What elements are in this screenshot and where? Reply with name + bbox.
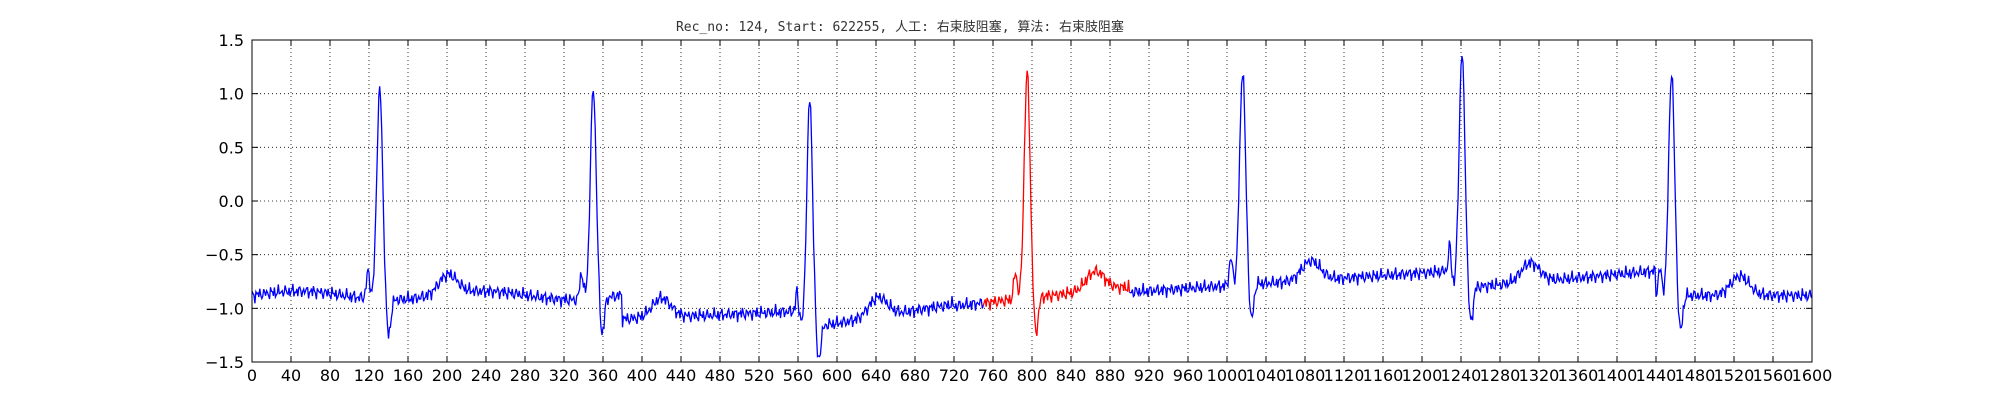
y-tick-label: 0.0 (219, 192, 244, 211)
x-tick-label: 840 (1056, 366, 1087, 385)
x-tick-label: 1200 (1402, 366, 1443, 385)
x-tick-label: 320 (549, 366, 580, 385)
x-tick-label: 1160 (1363, 366, 1404, 385)
x-tick-label: 480 (705, 366, 736, 385)
x-tick-label: 680 (900, 366, 931, 385)
x-tick-label: 400 (627, 366, 658, 385)
x-tick-label: 1560 (1753, 366, 1794, 385)
ecg-series-line (1129, 56, 1813, 329)
x-tick-label: 0 (247, 366, 257, 385)
x-tick-label: 1040 (1246, 366, 1287, 385)
y-tick-label: −1.5 (205, 353, 244, 372)
x-tick-label: 1240 (1441, 366, 1482, 385)
y-tick-label: 1.0 (219, 85, 244, 104)
x-tick-label: 880 (1095, 366, 1126, 385)
x-tick-label: 440 (666, 366, 697, 385)
x-tick-label: 80 (320, 366, 340, 385)
x-tick-label: 360 (588, 366, 619, 385)
x-tick-label: 280 (510, 366, 541, 385)
ecg-series-line (251, 86, 984, 358)
y-tick-label: 1.5 (219, 31, 244, 50)
x-tick-label: 960 (1173, 366, 1204, 385)
x-tick-label: 1400 (1597, 366, 1638, 385)
x-tick-label: 600 (822, 366, 853, 385)
x-tick-label: 640 (861, 366, 892, 385)
x-tick-label: 1600 (1792, 366, 1833, 385)
x-tick-label: 520 (744, 366, 775, 385)
x-tick-label: 240 (471, 366, 502, 385)
x-tick-label: 1280 (1480, 366, 1521, 385)
x-tick-label: 200 (432, 366, 463, 385)
x-tick-label: 720 (939, 366, 970, 385)
x-tick-label: 920 (1134, 366, 1165, 385)
x-tick-label: 800 (1017, 366, 1048, 385)
x-tick-label: 1000 (1207, 366, 1248, 385)
x-tick-label: 1360 (1558, 366, 1599, 385)
ecg-series-line (982, 70, 1131, 336)
x-tick-label: 1320 (1519, 366, 1560, 385)
x-tick-label: 1480 (1675, 366, 1716, 385)
chart-title: Rec_no: 124, Start: 622255, 人工: 右束肢阻塞, 算… (675, 20, 1125, 35)
x-tick-label: 1120 (1324, 366, 1365, 385)
x-tick-label: 1520 (1714, 366, 1755, 385)
x-tick-label: 160 (393, 366, 424, 385)
x-tick-label: 120 (354, 366, 385, 385)
x-tick-label: 760 (978, 366, 1009, 385)
y-tick-label: −1.0 (205, 299, 244, 318)
x-tick-label: 40 (281, 366, 301, 385)
x-tick-label: 1440 (1636, 366, 1677, 385)
y-tick-label: 0.5 (219, 138, 244, 157)
x-tick-label: 1080 (1285, 366, 1326, 385)
y-tick-label: −0.5 (205, 246, 244, 265)
x-tick-label: 560 (783, 366, 814, 385)
